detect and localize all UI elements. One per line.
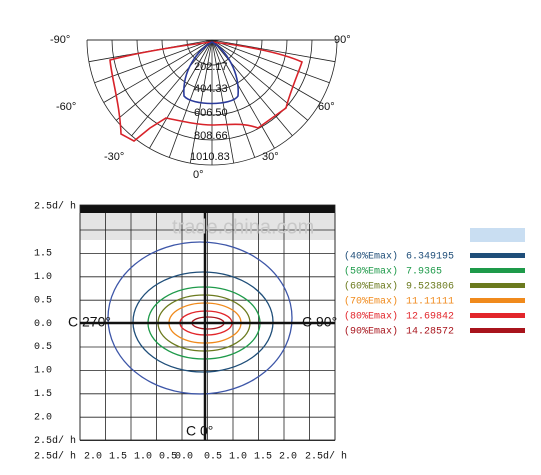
polar-spoke: [103, 39, 213, 103]
legend-swatch: [470, 253, 525, 258]
x-label: 1.0: [229, 452, 247, 463]
polar-spoke: [211, 39, 293, 137]
y-label: 2.0: [34, 412, 52, 423]
x-label: 1.5: [254, 452, 272, 463]
y-label: 0.5: [34, 295, 52, 306]
polar-spoke: [211, 39, 336, 63]
polar-grid: [86, 39, 338, 166]
legend-level: (50%Emax): [344, 266, 398, 278]
legend-value: 12.69842: [406, 312, 454, 323]
isolux-grid: [79, 204, 336, 442]
x-label: 2.0: [84, 452, 102, 463]
y-label: 2.5d/ h: [34, 435, 76, 447]
y-label: 0.5: [34, 342, 52, 353]
polar-spoke: [211, 39, 235, 164]
polar-spoke: [189, 39, 213, 164]
red-curve: [109, 41, 303, 142]
legend-faded: [470, 228, 525, 242]
axis-label: C 0°: [186, 423, 213, 439]
y-label: 1.0: [34, 366, 52, 377]
y-label: 1.5: [34, 249, 52, 260]
x-label: 0.5: [159, 452, 177, 463]
polar-spoke: [211, 39, 275, 149]
polar-spoke: [149, 39, 213, 149]
angle-label: 60°: [318, 101, 335, 113]
blue-curve: [183, 41, 239, 105]
legend-swatch: [470, 283, 525, 288]
legend-swatch: [470, 313, 525, 318]
x-label: 2.0: [279, 452, 297, 463]
legend-swatch: [470, 328, 525, 333]
legend-value: 14.28572: [406, 327, 454, 338]
y-label: 1.0: [34, 272, 52, 283]
contour: [107, 241, 293, 395]
watermark: trade.china.com: [172, 216, 314, 238]
legend-value: 7.9365: [406, 267, 442, 278]
y-label: 1.5: [34, 389, 52, 400]
polar-spoke: [211, 39, 321, 103]
header-bar: [80, 205, 335, 213]
legend-level: (60%Emax): [344, 281, 398, 293]
polar-spoke: [115, 39, 213, 121]
x-label: 2.5d/ h: [305, 451, 347, 463]
legend-value: 9.523806: [406, 282, 454, 293]
x-label: 0.0: [175, 452, 193, 463]
axis-label: C 270°: [68, 314, 111, 330]
legend-swatch: [470, 298, 525, 303]
legend: (40%Emax) 6.349195 (50%Emax) 7.9365 (60%Emax…: [344, 251, 525, 338]
y-label: 0.0: [34, 319, 52, 330]
x-label: 1.0: [134, 452, 152, 463]
legend-swatch: [470, 268, 525, 273]
axis-label: C 90°: [302, 314, 337, 330]
angle-label: -60°: [56, 101, 76, 113]
angle-label: -30°: [104, 151, 124, 163]
corner-label: 2.5d/ h: [34, 201, 76, 213]
polar-spoke: [94, 39, 213, 84]
angle-label: 0°: [193, 169, 204, 181]
x-label: 1.5: [109, 452, 127, 463]
radial-label: 404.33: [194, 83, 228, 95]
legend-level: (80%Emax): [344, 311, 398, 323]
legend-value: 11.11111: [406, 297, 454, 308]
x-label: 0.5: [204, 452, 222, 463]
legend-value: 6.349195: [406, 252, 454, 263]
radial-label: 1010.83: [190, 151, 230, 163]
polar-spoke: [211, 39, 309, 121]
angle-label: 30°: [262, 151, 279, 163]
polar-spoke: [211, 39, 256, 158]
radial-label: 202.17: [194, 61, 228, 73]
legend-level: (40%Emax): [344, 251, 398, 263]
tick-labels: 1.51.00.50.00.51.01.52.02.5d/ h2.5d/ h 2.…: [34, 249, 347, 463]
radial-label: 606.50: [194, 107, 228, 119]
polar-spoke: [168, 39, 213, 158]
polar-spoke: [211, 39, 330, 84]
legend-level: (90%Emax): [344, 326, 398, 338]
x-label: 2.5d/ h: [34, 451, 76, 463]
angle-label: 90°: [334, 34, 351, 46]
legend-level: (70%Emax): [344, 296, 398, 308]
angle-label: -90°: [50, 34, 70, 46]
radial-label: 808.66: [194, 130, 228, 142]
polar-spoke: [131, 39, 213, 137]
